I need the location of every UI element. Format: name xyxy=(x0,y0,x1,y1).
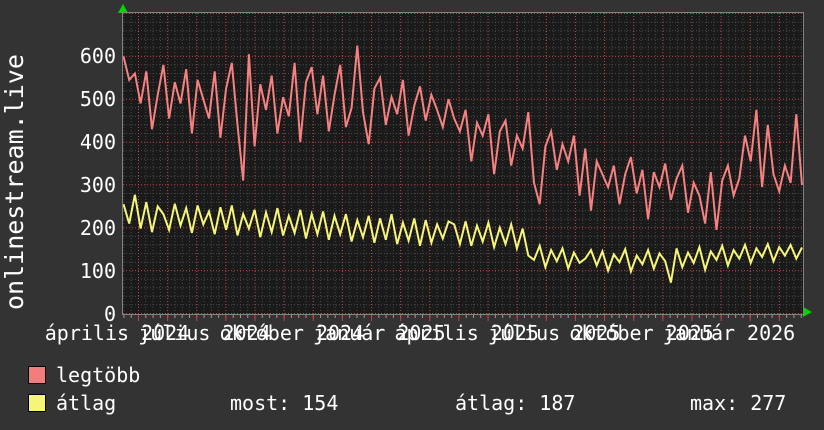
stat-most: most: 154 xyxy=(230,391,339,415)
y-axis-tick-label: 400 xyxy=(79,130,116,155)
x-axis-ticks xyxy=(123,315,802,321)
y-axis-tick-label: 100 xyxy=(79,258,116,283)
plot-area xyxy=(122,12,804,315)
legend-row-atlag: átlag xyxy=(28,393,116,413)
stat-max: max: 277 xyxy=(690,391,787,415)
vertical-axis-title: onlinestream.live xyxy=(0,54,29,311)
x-axis-tick-label: július 2024 xyxy=(138,321,271,345)
x-axis-tick-label: április 2024 xyxy=(44,321,190,345)
grid-and-series xyxy=(123,13,803,314)
legend-label-legtobb: legtöbb xyxy=(56,363,141,387)
legend-label-atlag: átlag xyxy=(56,391,117,415)
x-axis-tick-label: április 2025 xyxy=(394,321,539,345)
x-axis-tick-label: október 2025 xyxy=(569,321,714,345)
legend-swatch-legtobb xyxy=(28,366,46,384)
legend-row-legtobb: legtöbb xyxy=(28,365,140,385)
y-axis-tick-label: 0 xyxy=(103,301,116,326)
stat-atlag: átlag: 187 xyxy=(455,391,576,415)
x-axis-tick-label: július 2025 xyxy=(487,321,621,345)
x-axis-arrow-icon xyxy=(803,307,812,317)
series-line-atlag xyxy=(123,194,803,283)
legend-swatch-atlag xyxy=(28,394,46,412)
x-axis-tick-label: október 2024 xyxy=(219,321,365,345)
x-axis-tick-label: január 2025 xyxy=(313,321,446,345)
y-axis-arrow-icon xyxy=(118,4,128,13)
y-axis-tick-label: 200 xyxy=(79,215,116,240)
series-line-legtobb xyxy=(123,45,803,231)
y-axis-tick-label: 300 xyxy=(79,172,116,197)
x-axis-tick-label: január 2026 xyxy=(662,321,796,345)
y-axis-tick-label: 600 xyxy=(79,44,116,69)
y-axis-tick-label: 500 xyxy=(79,87,116,112)
